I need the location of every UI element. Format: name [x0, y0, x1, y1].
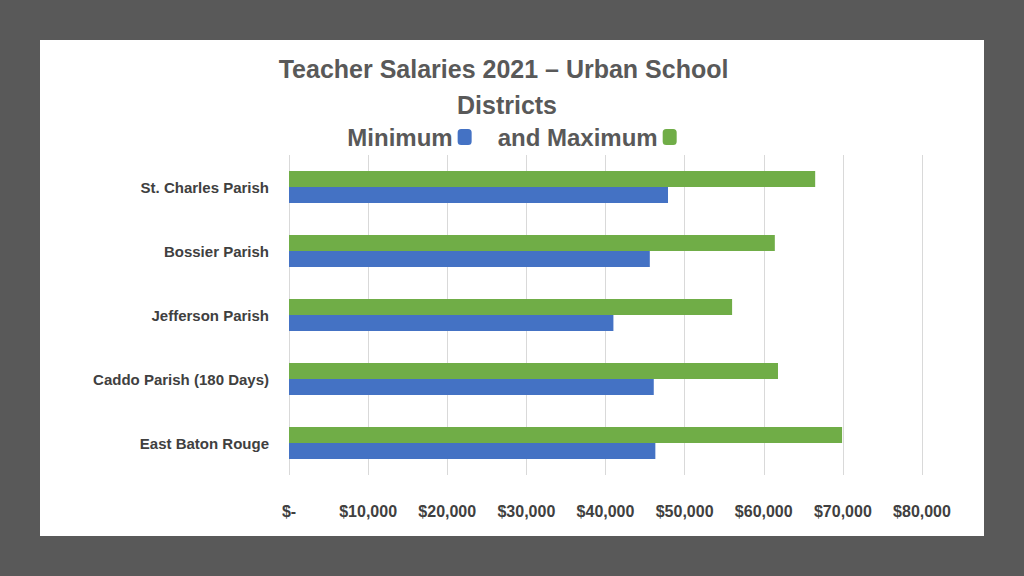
svg-text:and Maximum: and Maximum	[498, 124, 658, 151]
svg-text:$30,000: $30,000	[497, 503, 555, 520]
svg-text:$20,000: $20,000	[418, 503, 476, 520]
svg-text:Teacher Salaries 2021 – Urban: Teacher Salaries 2021 – Urban School	[279, 55, 736, 83]
svg-text:$60,000: $60,000	[735, 503, 793, 520]
svg-text:East Baton Rouge: East Baton Rouge	[140, 435, 269, 452]
svg-text:Minimum: Minimum	[347, 124, 452, 151]
svg-text:Caddo Parish (180 Days): Caddo Parish (180 Days)	[93, 371, 269, 388]
svg-text:$10,000: $10,000	[339, 503, 397, 520]
svg-text:$-: $-	[282, 503, 296, 520]
svg-text:$80,000: $80,000	[893, 503, 951, 520]
svg-text:Bossier Parish: Bossier Parish	[164, 243, 269, 260]
svg-text:Districts: Districts	[457, 91, 557, 119]
svg-text:$50,000: $50,000	[656, 503, 714, 520]
svg-text:St. Charles Parish: St. Charles Parish	[141, 179, 269, 196]
svg-text:$40,000: $40,000	[577, 503, 635, 520]
svg-text:Jefferson Parish: Jefferson Parish	[151, 307, 269, 324]
svg-text:$70,000: $70,000	[814, 503, 872, 520]
